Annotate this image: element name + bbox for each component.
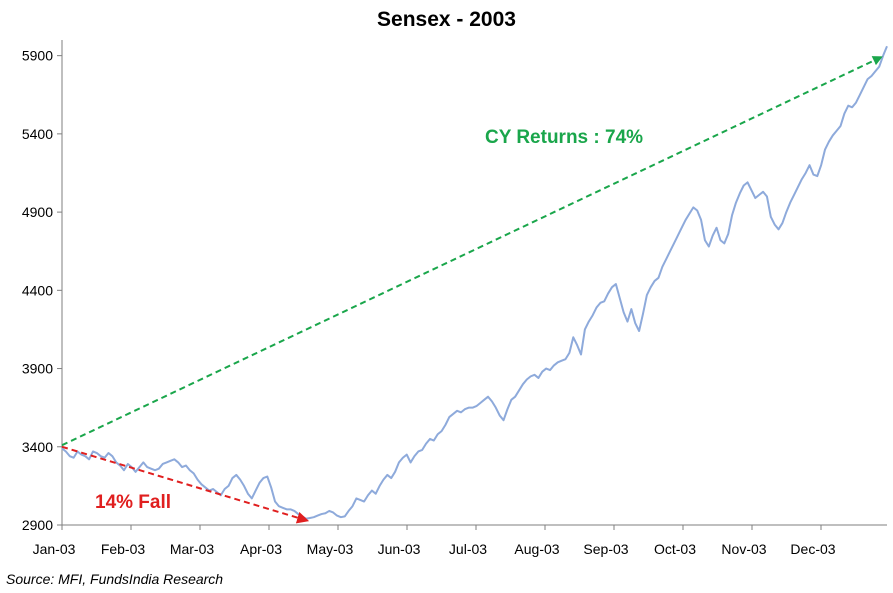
x-tick-label: Jul-03: [449, 541, 487, 557]
x-tick-label: Dec-03: [790, 541, 835, 557]
source-note: Source: MFI, FundsIndia Research: [6, 571, 224, 587]
axes: 2900 3400 3900 4400 4900 5400 5900 Jan-03 Feb-03…: [22, 40, 887, 557]
y-tick-label: 3900: [22, 361, 53, 377]
y-tick-label: 2900: [22, 517, 53, 533]
chart-title: Sensex - 2003: [377, 8, 516, 31]
x-tick-label: Sep-03: [583, 541, 628, 557]
y-tick-label: 4400: [22, 282, 53, 298]
fall-arrow: [61, 445, 310, 524]
series-group: [61, 45, 888, 520]
x-tick-label: Oct-03: [654, 541, 696, 557]
x-tick-label: Aug-03: [514, 541, 559, 557]
series-line: [61, 45, 888, 520]
x-tick-label: Nov-03: [721, 541, 766, 557]
y-tick-label: 5400: [22, 126, 53, 142]
y-tick-label: 5900: [22, 48, 53, 64]
x-tick-label: May-03: [307, 541, 354, 557]
y-tick-label: 3400: [22, 439, 53, 455]
annotations: CY Returns : 74% 14% Fall: [61, 56, 883, 524]
x-tick-label: Jan-03: [33, 541, 76, 557]
x-tick-label: Jun-03: [378, 541, 421, 557]
returns-arrow: [61, 56, 883, 447]
x-tick-label: Feb-03: [101, 541, 146, 557]
returns-label: CY Returns : 74%: [485, 127, 643, 148]
x-tick-label: Apr-03: [240, 541, 282, 557]
fall-label: 14% Fall: [95, 492, 171, 513]
x-tick-label: Mar-03: [170, 541, 215, 557]
y-tick-label: 4900: [22, 204, 53, 220]
